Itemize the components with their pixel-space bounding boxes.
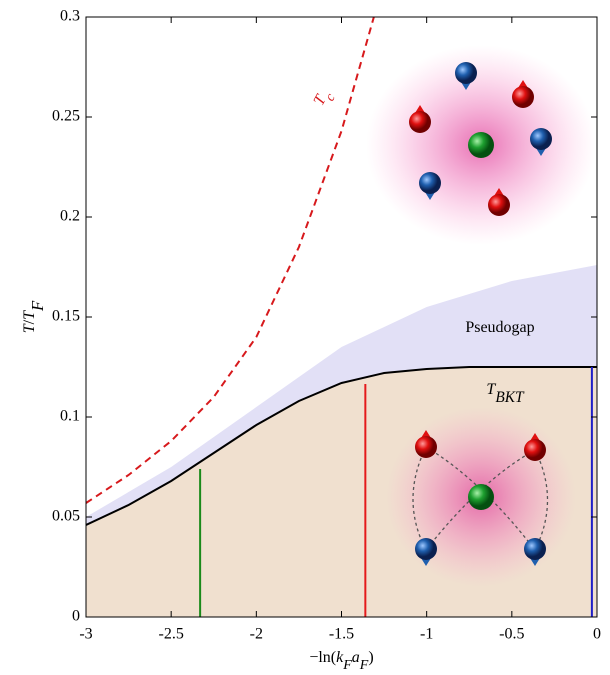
x-axis-label: −ln(kFaF) — [309, 649, 373, 673]
illustration — [366, 45, 596, 587]
spin-arrow — [461, 79, 471, 90]
atom — [415, 538, 437, 560]
text-part: F — [359, 658, 369, 673]
y-tick-label: 0.2 — [60, 208, 80, 225]
y-tick-label: 0.05 — [52, 508, 80, 525]
atom — [524, 538, 546, 560]
x-tick-label: -2 — [250, 626, 263, 643]
atom — [468, 484, 494, 510]
annotation: TBKT — [486, 381, 525, 406]
x-tick-label: -2.5 — [159, 626, 184, 643]
annotation: Pseudogap — [465, 319, 534, 336]
atom — [512, 86, 534, 108]
y-axis-label: T/TF — [21, 300, 48, 333]
curve — [86, 17, 375, 504]
text-part: BKT — [495, 389, 525, 406]
spin-arrow — [530, 433, 540, 444]
x-tick-label: -3 — [79, 626, 92, 643]
spin-arrow — [536, 145, 546, 156]
y-tick-label: 0.1 — [60, 408, 80, 425]
atom — [409, 111, 431, 133]
text-part: a — [352, 649, 360, 666]
text-part: k — [336, 649, 344, 666]
atom — [419, 172, 441, 194]
curve — [86, 366, 597, 526]
text-part: T — [486, 381, 496, 398]
x-tick-label: -1.5 — [329, 626, 354, 643]
spin-arrow — [494, 188, 504, 199]
text-part: −ln( — [309, 649, 336, 666]
y-tick-label: 0.15 — [52, 308, 80, 325]
x-tick-label: -0.5 — [499, 626, 524, 643]
text-part: T — [21, 323, 38, 333]
atom — [468, 132, 494, 158]
atom — [455, 62, 477, 84]
y-tick-label: 0.3 — [60, 8, 80, 25]
y-tick-label: 0 — [72, 608, 80, 625]
spin-arrow — [415, 105, 425, 116]
spin-arrow — [425, 189, 435, 200]
spin-arrow — [518, 80, 528, 91]
text-part: F — [28, 300, 47, 312]
spin-arrow — [530, 555, 540, 566]
x-tick-label: 0 — [593, 626, 601, 643]
text-part: / — [21, 319, 38, 324]
y-tick-label: 0.25 — [52, 108, 80, 125]
text-part: Pseudogap — [465, 319, 534, 336]
atom — [415, 436, 437, 458]
atom — [524, 439, 546, 461]
text-part: F — [342, 658, 352, 673]
annotation: Tc — [310, 86, 339, 111]
spin-arrow — [421, 430, 431, 441]
atom — [488, 194, 510, 216]
text-part: ) — [368, 649, 373, 666]
text-part: T — [21, 310, 38, 320]
atom — [530, 128, 552, 150]
x-tick-label: -1 — [420, 626, 433, 643]
region-fill — [86, 265, 597, 525]
spin-arrow — [421, 555, 431, 566]
